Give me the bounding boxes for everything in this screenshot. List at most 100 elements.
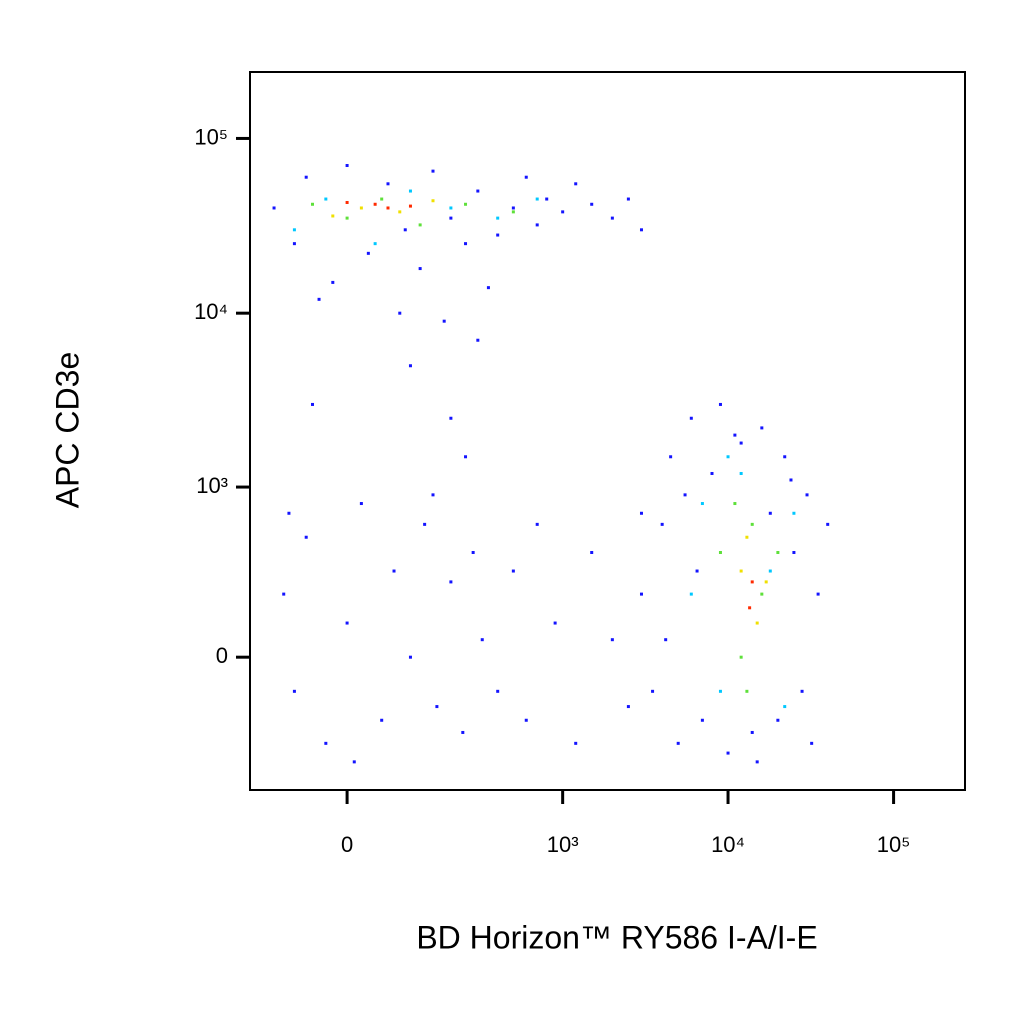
point	[511, 210, 515, 214]
point	[282, 592, 286, 596]
x-axis-title: BD Horizon™ RY586 I-A/I-E	[416, 919, 817, 955]
point	[480, 638, 484, 642]
point	[750, 522, 754, 526]
point	[359, 502, 363, 506]
point	[524, 175, 528, 179]
point	[718, 689, 722, 693]
point	[660, 522, 664, 526]
point	[695, 569, 699, 573]
point	[610, 216, 614, 220]
point	[418, 267, 422, 271]
point	[345, 164, 349, 168]
point	[750, 580, 754, 584]
point	[710, 471, 714, 475]
point	[403, 228, 407, 232]
point	[683, 493, 687, 497]
point	[545, 197, 549, 201]
point	[792, 550, 796, 554]
point	[331, 214, 335, 218]
point	[755, 621, 759, 625]
point	[345, 621, 349, 625]
point	[418, 223, 422, 227]
point	[639, 228, 643, 232]
point	[292, 689, 296, 693]
point	[776, 550, 780, 554]
point	[651, 689, 655, 693]
point	[408, 189, 412, 193]
point	[476, 338, 480, 342]
point	[689, 592, 693, 596]
y-tick-label: 10⁵	[194, 124, 228, 149]
point	[535, 223, 539, 227]
point	[553, 621, 557, 625]
point	[511, 206, 515, 210]
y-tick-label: 0	[216, 643, 228, 668]
point	[764, 580, 768, 584]
x-tick-label: 10³	[547, 832, 579, 857]
point	[610, 638, 614, 642]
point	[496, 233, 500, 237]
point	[805, 493, 809, 497]
point	[745, 689, 749, 693]
point	[352, 760, 356, 764]
point	[317, 297, 321, 301]
x-tick-label: 0	[341, 832, 353, 857]
x-tick-label: 10⁴	[711, 832, 745, 857]
point	[398, 311, 402, 315]
point	[718, 402, 722, 406]
point	[304, 535, 308, 539]
point	[639, 592, 643, 596]
point	[380, 718, 384, 722]
point	[435, 705, 439, 709]
point	[464, 202, 468, 206]
point	[750, 730, 754, 734]
point	[449, 580, 453, 584]
point	[733, 433, 737, 437]
point	[464, 242, 468, 246]
point	[359, 206, 363, 210]
point	[792, 511, 796, 515]
point	[486, 286, 490, 290]
x-tick-label: 10⁵	[877, 832, 911, 857]
point	[310, 402, 314, 406]
point	[464, 455, 468, 459]
y-axis-title: APC CD3e	[49, 352, 85, 509]
point	[476, 189, 480, 193]
point	[574, 182, 578, 186]
point	[408, 364, 412, 368]
point	[496, 689, 500, 693]
point	[287, 511, 291, 515]
point	[718, 550, 722, 554]
point	[331, 280, 335, 284]
point	[789, 478, 793, 482]
point	[431, 199, 435, 203]
point	[800, 689, 804, 693]
point	[745, 535, 749, 539]
point	[760, 592, 764, 596]
point	[739, 441, 743, 445]
point	[386, 182, 390, 186]
point	[739, 655, 743, 659]
y-tick-label: 10⁴	[194, 299, 228, 324]
point	[639, 511, 643, 515]
point	[590, 550, 594, 554]
point	[524, 718, 528, 722]
point	[776, 718, 780, 722]
point	[373, 202, 377, 206]
point	[768, 511, 772, 515]
point	[380, 197, 384, 201]
point	[768, 569, 772, 573]
point	[664, 638, 668, 642]
point	[561, 210, 565, 214]
point	[590, 202, 594, 206]
point	[431, 169, 435, 173]
point	[783, 705, 787, 709]
point	[449, 416, 453, 420]
point	[726, 455, 730, 459]
point	[461, 730, 465, 734]
point	[442, 319, 446, 323]
point	[739, 471, 743, 475]
point	[626, 705, 630, 709]
point	[689, 416, 693, 420]
